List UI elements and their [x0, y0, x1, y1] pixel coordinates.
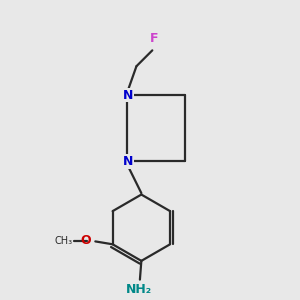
Text: O: O — [80, 234, 91, 247]
Text: N: N — [123, 88, 133, 102]
Text: F: F — [149, 32, 158, 45]
Text: N: N — [123, 155, 133, 168]
Text: NH₂: NH₂ — [125, 283, 152, 296]
Text: CH₃: CH₃ — [54, 236, 72, 246]
